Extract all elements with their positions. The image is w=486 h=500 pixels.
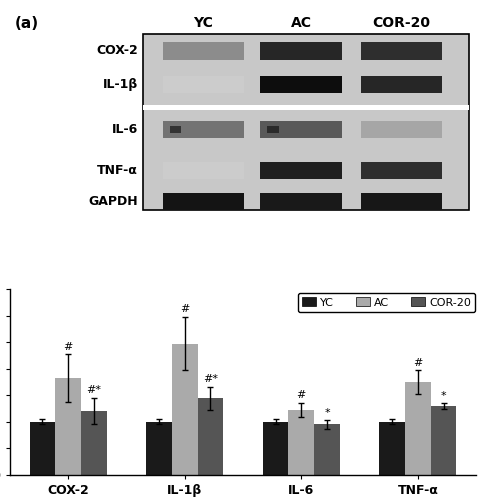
Bar (361, 42, 442, 60)
Text: *: * (441, 390, 447, 400)
Text: TNF-α: TNF-α (97, 164, 138, 177)
Text: YC: YC (193, 16, 213, 30)
Bar (260, 162, 342, 180)
Text: #: # (296, 390, 306, 400)
Text: #: # (180, 304, 190, 314)
Bar (405, 382, 431, 475)
Text: IL-1β: IL-1β (103, 78, 138, 91)
Bar (172, 344, 197, 475)
Bar (197, 398, 223, 475)
Bar (431, 406, 456, 475)
Text: #: # (63, 342, 73, 351)
Bar (361, 162, 442, 180)
Text: #*: #* (203, 374, 218, 384)
Bar (143, 34, 469, 210)
Bar (162, 162, 244, 180)
Bar (30, 422, 55, 475)
Text: AC: AC (291, 16, 312, 30)
Bar (267, 126, 279, 133)
Bar (81, 411, 106, 475)
Bar (162, 192, 244, 210)
Text: #*: #* (86, 386, 101, 396)
Text: GAPDH: GAPDH (88, 195, 138, 208)
Bar (260, 121, 342, 138)
Text: #: # (413, 358, 423, 368)
Bar (143, 105, 469, 110)
Text: IL-6: IL-6 (112, 123, 138, 136)
Bar (162, 76, 244, 94)
Text: COX-2: COX-2 (96, 44, 138, 58)
Bar (260, 192, 342, 210)
Text: *: * (324, 408, 330, 418)
Text: COR-20: COR-20 (373, 16, 431, 30)
Bar (260, 42, 342, 60)
Bar (146, 422, 172, 475)
Bar (361, 121, 442, 138)
Bar (380, 422, 405, 475)
Bar (289, 410, 314, 475)
Bar (260, 76, 342, 94)
Bar (162, 42, 244, 60)
Text: (a): (a) (15, 16, 38, 31)
Bar (170, 126, 181, 133)
Bar (162, 121, 244, 138)
Bar (55, 378, 81, 475)
Bar (314, 424, 340, 475)
Bar (361, 76, 442, 94)
Bar (361, 192, 442, 210)
Legend: YC, AC, COR-20: YC, AC, COR-20 (298, 292, 475, 312)
Bar (263, 422, 289, 475)
